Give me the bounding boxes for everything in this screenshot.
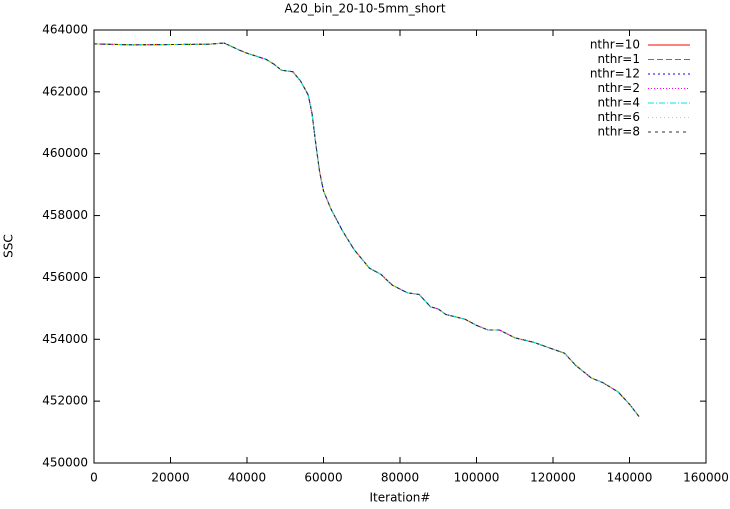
y-tick-label: 450000	[42, 456, 88, 470]
y-tick-label: 464000	[42, 23, 88, 37]
series-line	[93, 42, 640, 417]
y-axis-label: SSC	[2, 234, 16, 258]
x-tick-label: 120000	[530, 471, 576, 485]
y-tick-label: 452000	[42, 394, 88, 408]
chart-title: A20_bin_20-10-5mm_short	[284, 2, 445, 16]
series-line	[93, 42, 640, 417]
series-line	[93, 42, 640, 417]
x-tick-label: 40000	[228, 471, 266, 485]
x-tick-label: 80000	[381, 471, 419, 485]
x-tick-label: 140000	[607, 471, 653, 485]
y-tick-label: 458000	[42, 208, 88, 222]
legend-label: nthr=4	[597, 96, 640, 110]
legend-label: nthr=2	[597, 81, 640, 95]
x-tick-label: 60000	[304, 471, 342, 485]
y-tick-label: 460000	[42, 146, 88, 160]
series-line	[93, 42, 640, 417]
y-tick-label: 456000	[42, 270, 88, 284]
x-tick-label: 160000	[683, 471, 729, 485]
y-tick-label: 454000	[42, 332, 88, 346]
series-line	[93, 42, 640, 417]
x-axis-label: Iteration#	[370, 491, 431, 505]
legend-label: nthr=6	[597, 110, 640, 124]
legend-label: nthr=8	[597, 125, 640, 139]
legend-label: nthr=10	[590, 38, 640, 52]
x-tick-label: 20000	[151, 471, 189, 485]
y-tick-label: 462000	[42, 84, 88, 98]
series-line	[93, 42, 640, 417]
x-tick-label: 0	[90, 471, 98, 485]
legend-label: nthr=12	[590, 67, 640, 81]
x-tick-label: 100000	[454, 471, 500, 485]
legend-label: nthr=1	[597, 52, 640, 66]
series-line	[93, 42, 640, 417]
